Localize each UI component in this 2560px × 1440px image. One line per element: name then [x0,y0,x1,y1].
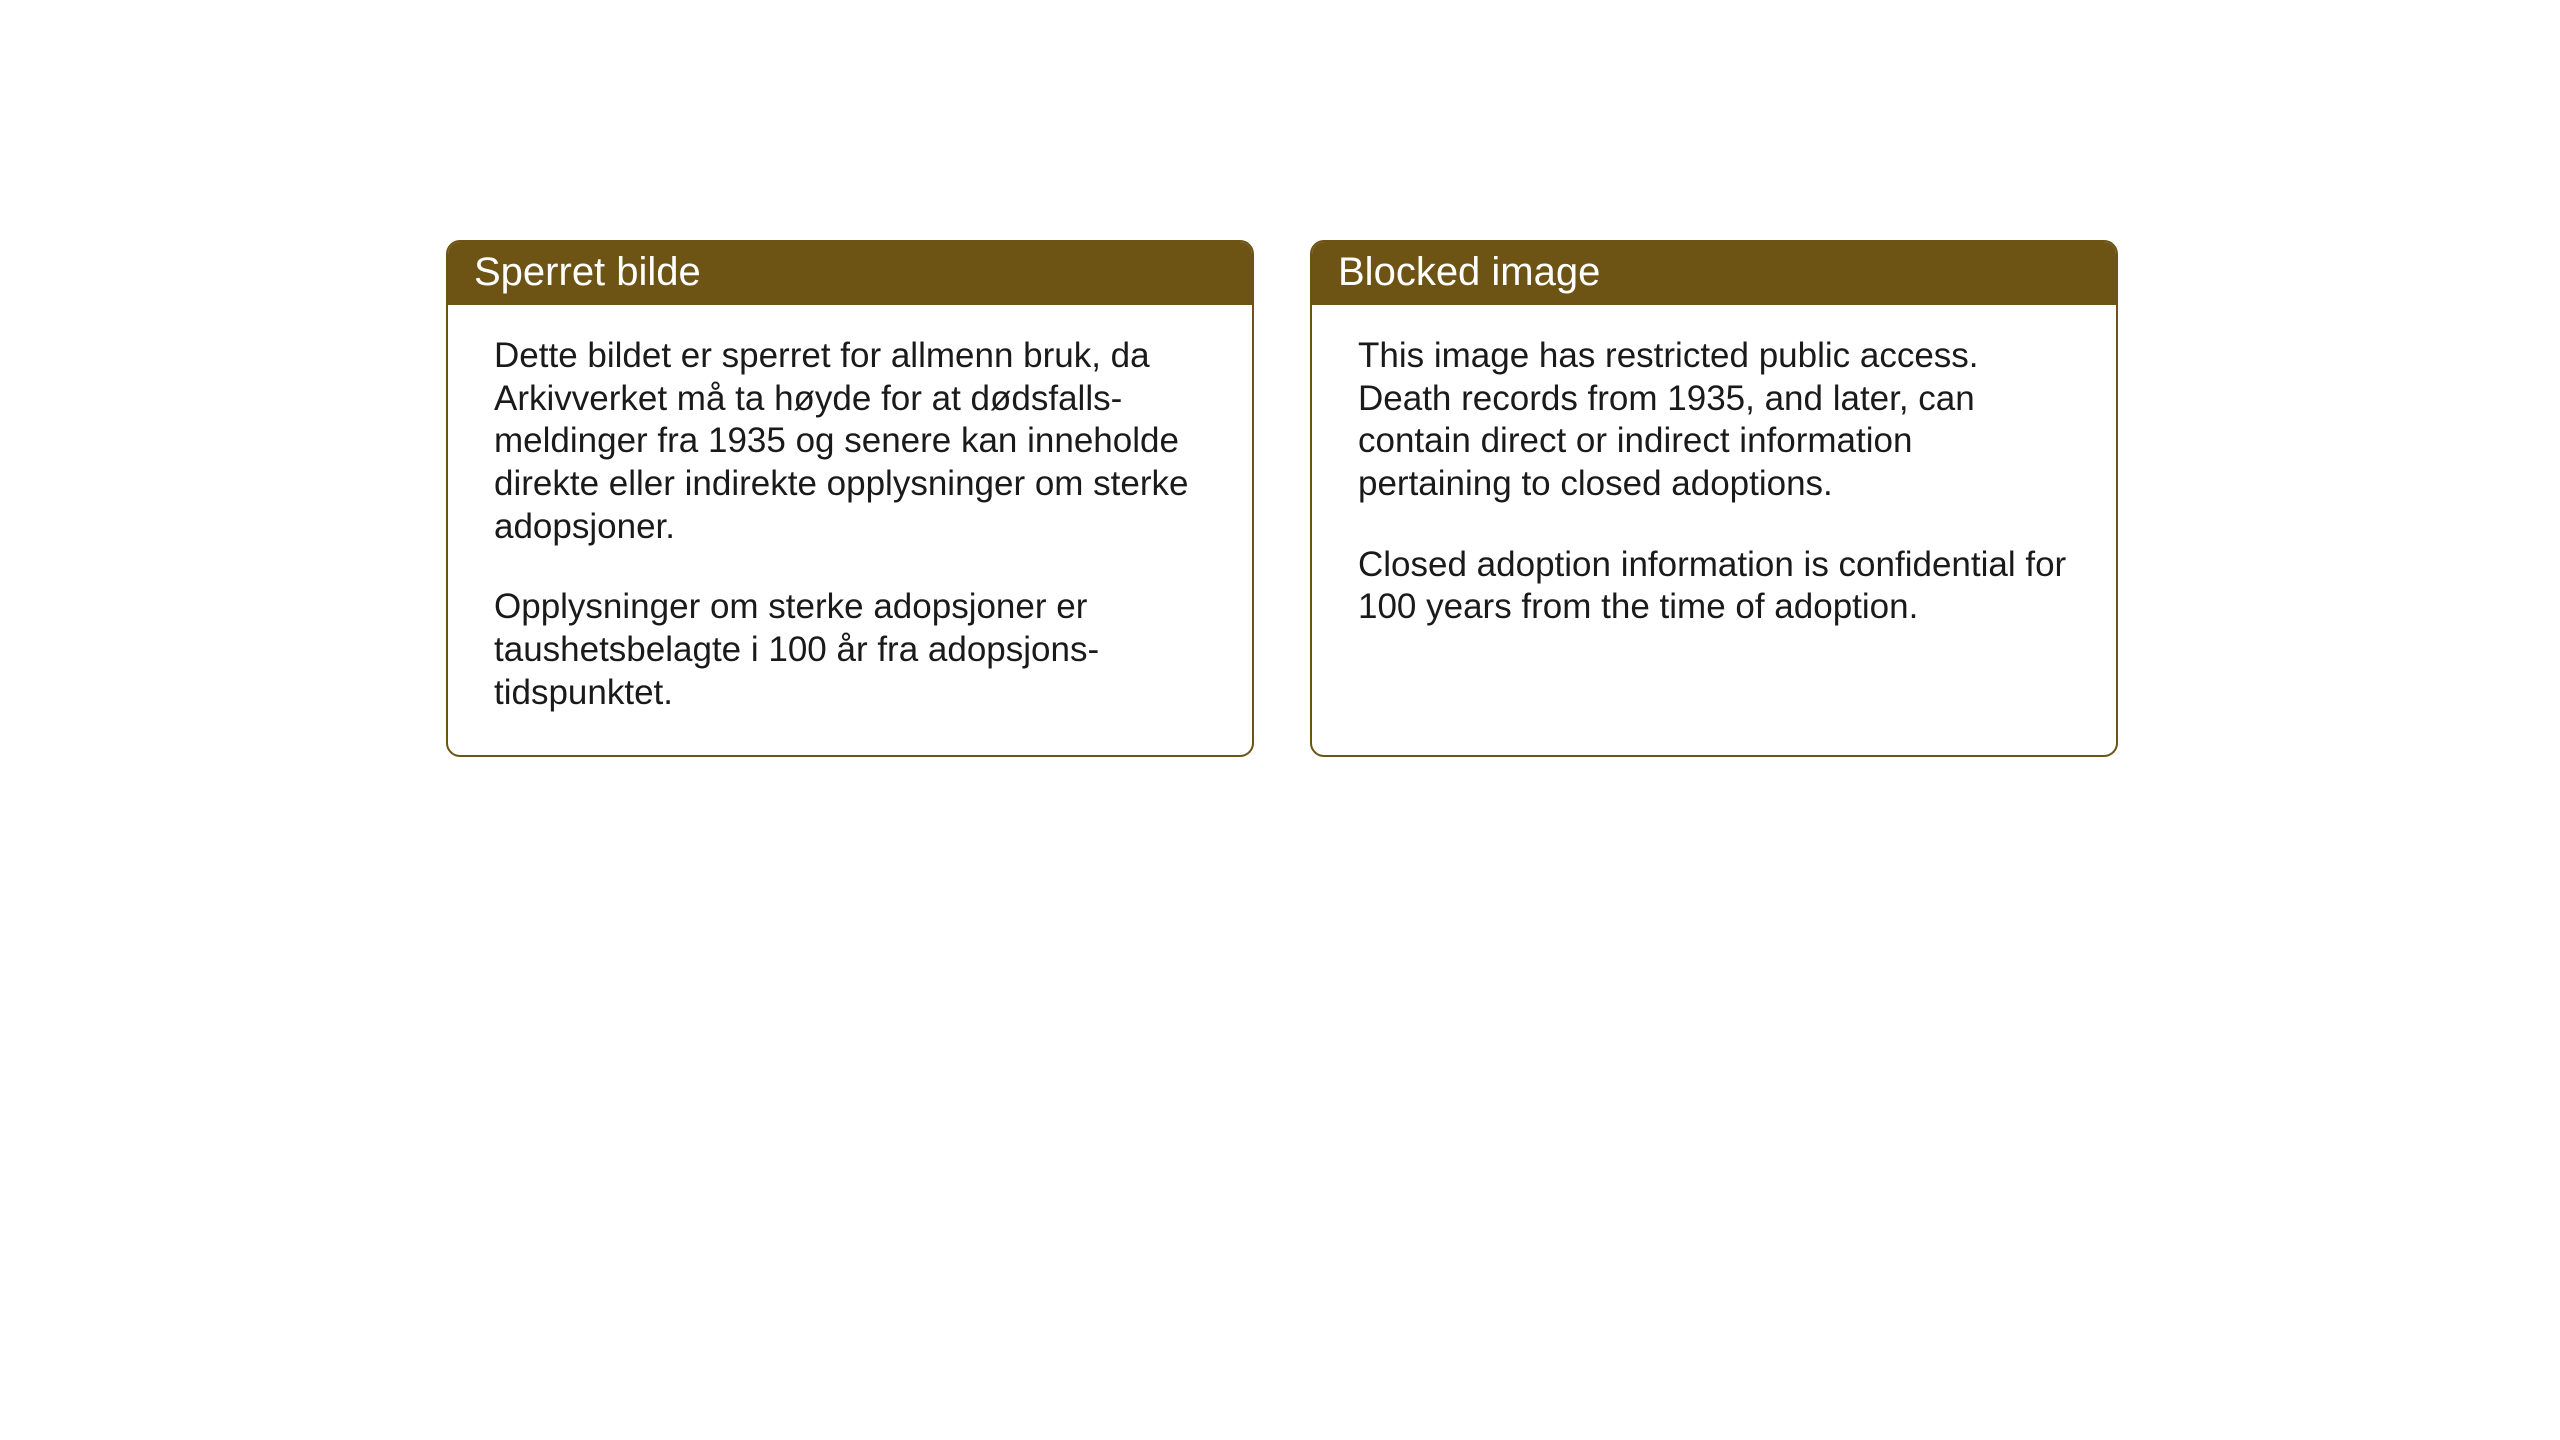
norwegian-paragraph-1: Dette bildet er sperret for allmenn bruk… [494,335,1206,548]
norwegian-card-body: Dette bildet er sperret for allmenn bruk… [448,305,1252,755]
norwegian-card-title: Sperret bilde [448,242,1252,305]
notice-container: Sperret bilde Dette bildet er sperret fo… [446,240,2118,757]
english-card-title: Blocked image [1312,242,2116,305]
norwegian-notice-card: Sperret bilde Dette bildet er sperret fo… [446,240,1254,757]
english-notice-card: Blocked image This image has restricted … [1310,240,2118,757]
english-paragraph-2: Closed adoption information is confident… [1358,544,2070,629]
norwegian-paragraph-2: Opplysninger om sterke adopsjoner er tau… [494,586,1206,714]
english-card-body: This image has restricted public access.… [1312,305,2116,669]
english-paragraph-1: This image has restricted public access.… [1358,335,2070,506]
